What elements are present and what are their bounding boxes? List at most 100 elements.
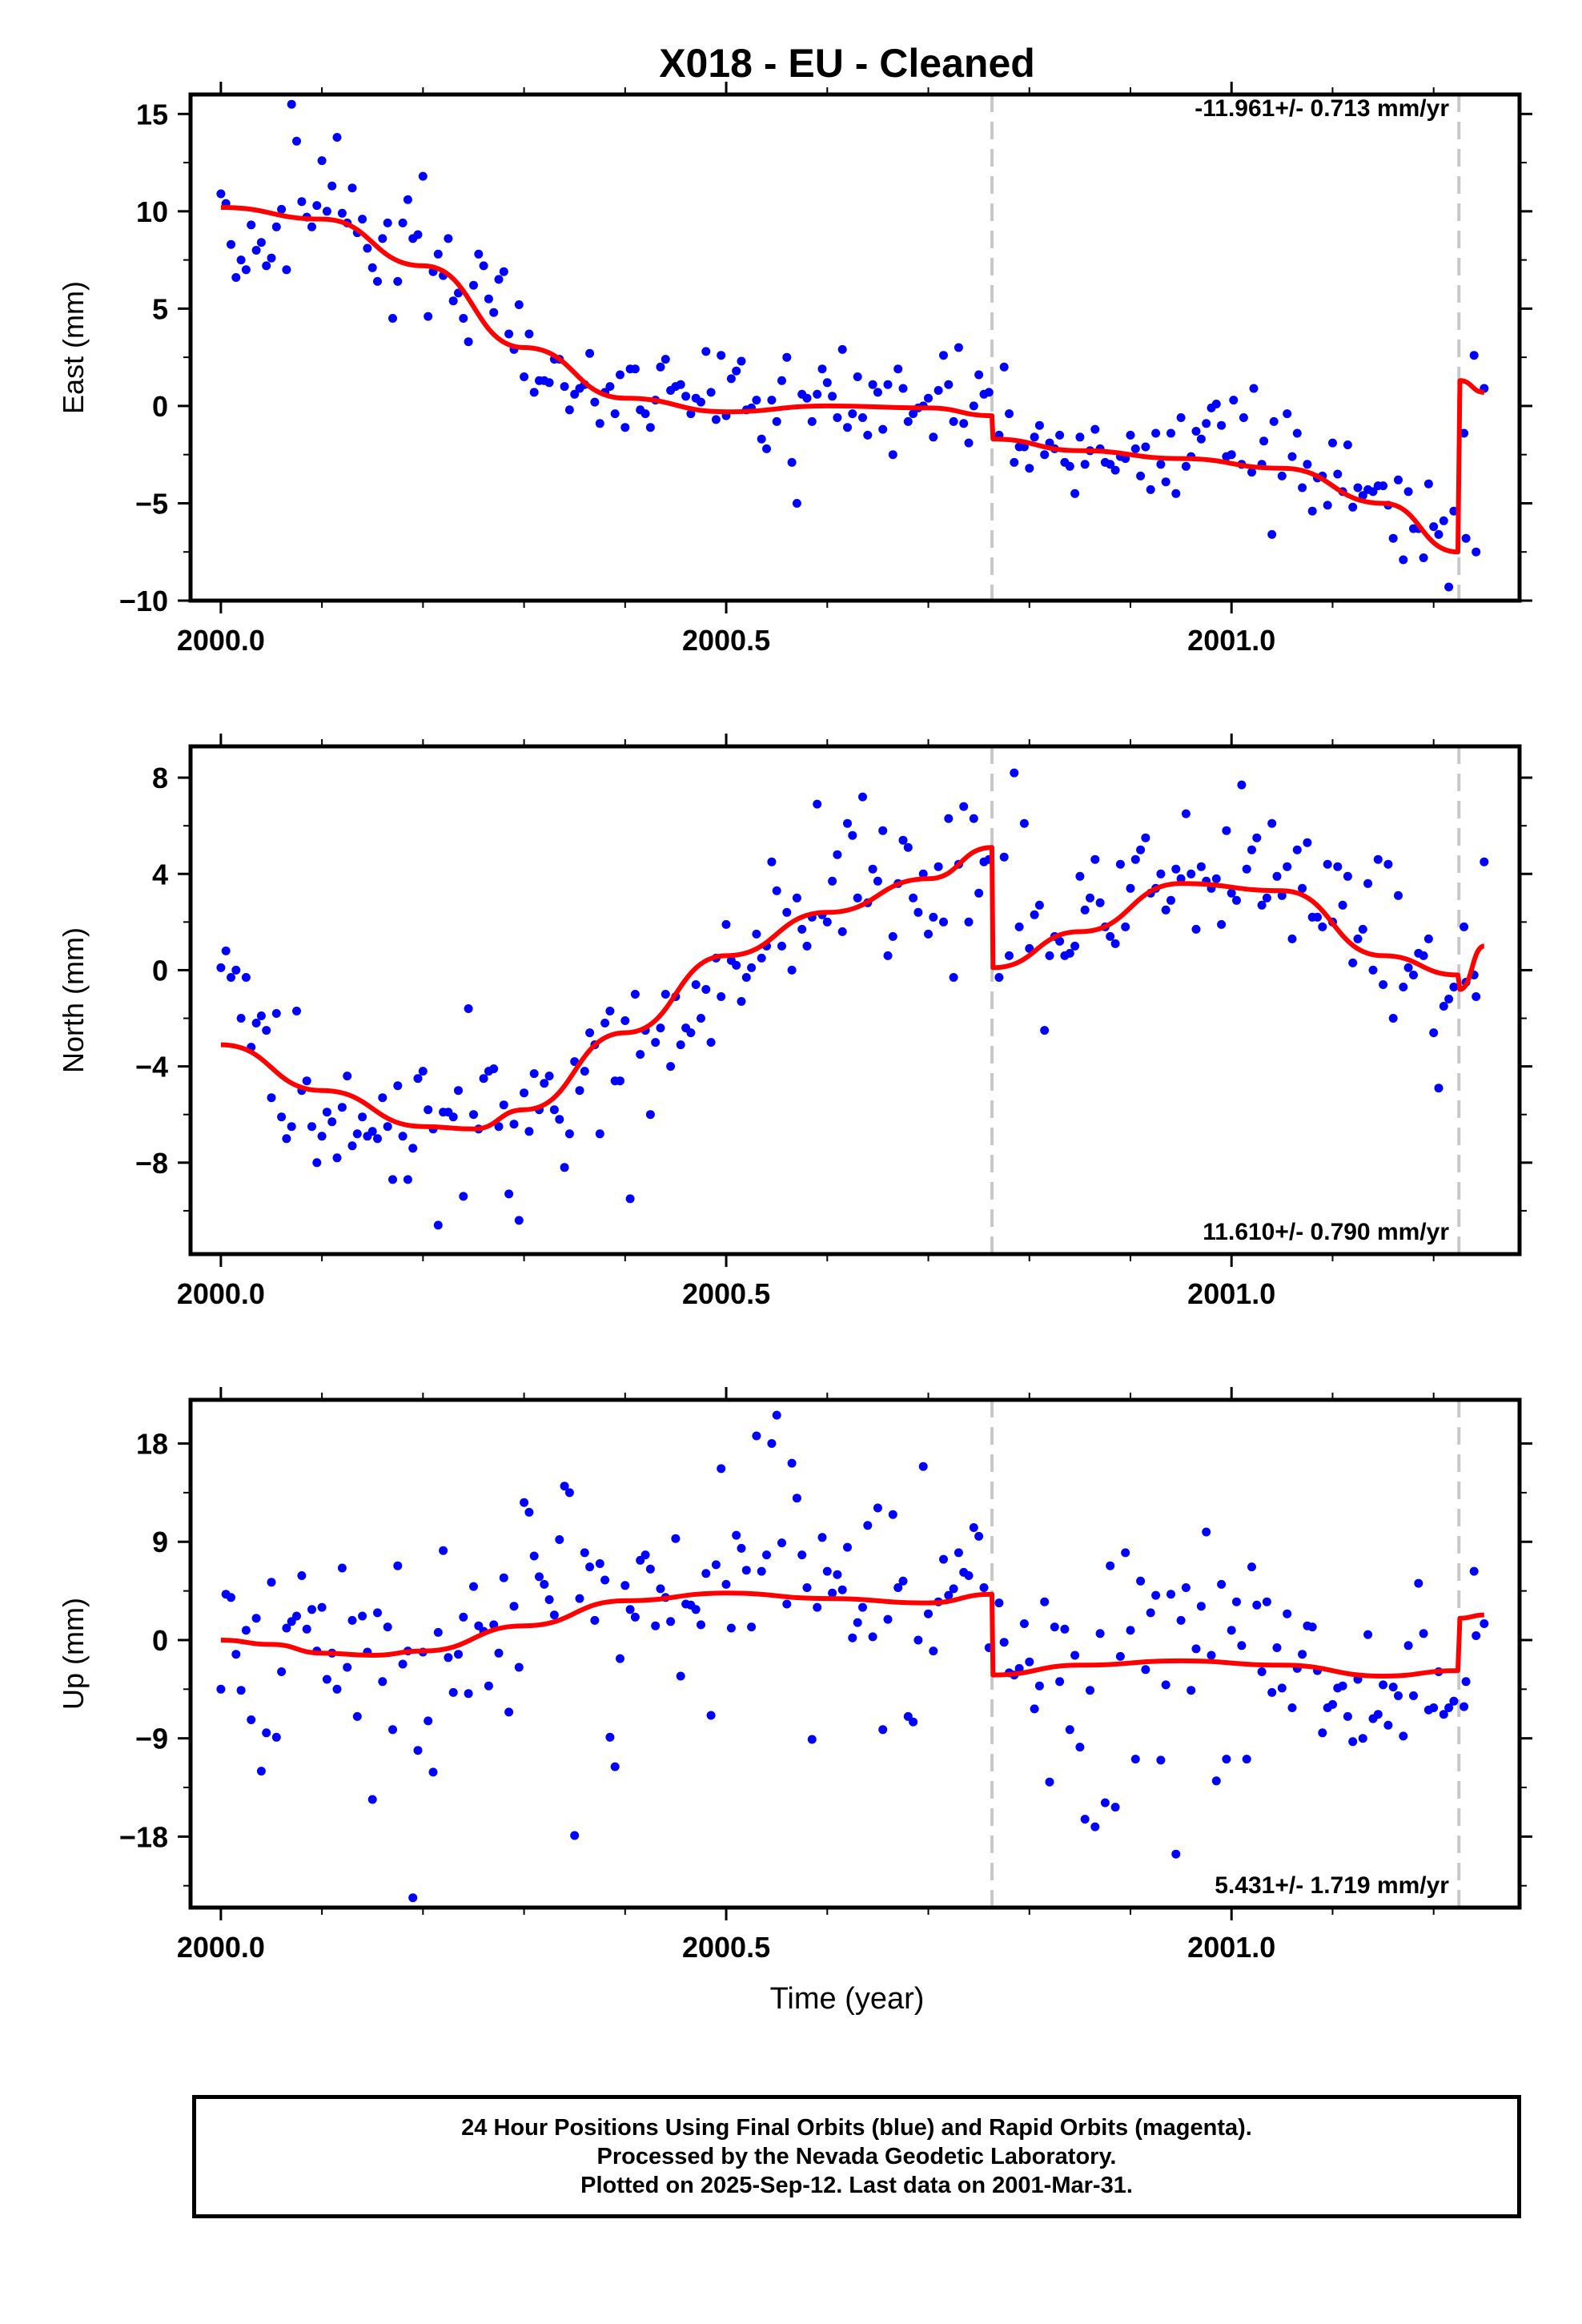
up-data-point xyxy=(843,1542,852,1552)
up-data-point xyxy=(898,1576,908,1586)
east-data-point xyxy=(595,419,604,428)
north-data-point xyxy=(949,973,958,982)
up-xtick-label: 2000.5 xyxy=(682,1931,770,1964)
east-ytick-label: −5 xyxy=(135,487,168,520)
north-ytick-label: −4 xyxy=(135,1051,168,1084)
up-data-point xyxy=(1100,1798,1110,1807)
up-data-point xyxy=(307,1605,316,1614)
up-data-point xyxy=(1065,1725,1074,1735)
east-data-point xyxy=(999,362,1009,372)
east-data-point xyxy=(413,230,423,239)
east-data-point xyxy=(706,388,716,397)
up-data-point xyxy=(1080,1815,1090,1824)
up-data-point xyxy=(292,1611,301,1621)
east-data-point xyxy=(267,253,276,263)
east-data-point xyxy=(1423,479,1433,489)
east-data-point xyxy=(701,347,711,356)
north-data-point xyxy=(1298,883,1307,893)
east-data-point xyxy=(1239,413,1248,422)
up-data-point xyxy=(1034,1681,1044,1691)
east-data-point xyxy=(1403,487,1413,497)
east-data-point xyxy=(605,382,615,392)
north-data-point xyxy=(888,931,897,941)
north-data-point xyxy=(549,1105,559,1115)
north-rate-annotation: 11.610+/- 0.790 mm/yr xyxy=(1203,1219,1449,1245)
north-data-point xyxy=(1388,1014,1398,1023)
north-data-point xyxy=(1303,838,1312,847)
north-data-point xyxy=(332,1153,342,1163)
east-data-point xyxy=(433,249,443,259)
north-data-point xyxy=(520,1088,529,1098)
east-data-point xyxy=(403,195,412,204)
north-data-point xyxy=(1348,958,1358,967)
east-data-point xyxy=(367,263,377,272)
east-data-point xyxy=(1277,471,1287,480)
north-ytick-label: −8 xyxy=(135,1147,168,1180)
up-data-point xyxy=(711,1560,721,1570)
east-panel: −10 −5 0 5 10 15 2000.0 2000.5 2001.0 East (mm) -1… xyxy=(57,82,1532,657)
north-data-point xyxy=(1429,1028,1439,1038)
north-data-point xyxy=(1040,1026,1050,1035)
north-data-point xyxy=(1472,992,1481,1001)
up-ytick-label: 18 xyxy=(136,1428,168,1461)
north-data-point xyxy=(999,852,1009,862)
up-data-point xyxy=(1419,1629,1428,1638)
east-data-point xyxy=(717,351,726,360)
east-data-point xyxy=(888,450,897,460)
up-data-point xyxy=(1156,1755,1166,1765)
east-data-point xyxy=(777,376,786,385)
east-data-point xyxy=(893,364,903,374)
north-data-point xyxy=(1262,893,1271,903)
up-y-axis-label: Up (mm) xyxy=(57,1598,90,1710)
east-data-point xyxy=(231,273,241,282)
up-data-point xyxy=(999,1638,1009,1647)
north-data-point xyxy=(651,1038,661,1047)
up-data-point xyxy=(949,1584,958,1594)
east-data-point xyxy=(479,261,488,271)
north-data-point xyxy=(595,1129,604,1139)
up-data-point xyxy=(358,1611,367,1621)
north-data-point xyxy=(878,826,888,835)
north-data-point xyxy=(287,1122,296,1132)
up-data-point xyxy=(1348,1737,1358,1747)
north-data-point xyxy=(1186,869,1196,879)
east-data-point xyxy=(358,215,367,224)
east-data-point xyxy=(645,423,655,432)
east-data-point xyxy=(1259,436,1269,446)
east-data-point xyxy=(772,416,781,426)
up-ytick-label: 0 xyxy=(152,1624,168,1657)
east-data-point xyxy=(347,183,357,193)
north-data-point xyxy=(656,1023,665,1033)
north-data-point xyxy=(924,929,933,939)
up-data-point xyxy=(595,1559,604,1568)
up-data-point xyxy=(939,1554,948,1564)
up-data-point xyxy=(676,1671,685,1681)
east-data-point xyxy=(1249,384,1259,393)
east-data-point xyxy=(661,355,670,364)
up-data-point xyxy=(959,1567,969,1577)
east-data-point xyxy=(383,218,392,227)
up-data-point xyxy=(1472,1631,1481,1640)
east-data-point xyxy=(625,364,635,374)
north-data-point xyxy=(398,1132,408,1141)
north-data-point xyxy=(575,1086,584,1096)
north-data-point xyxy=(1358,924,1367,934)
north-xtick-label: 2000.0 xyxy=(177,1277,265,1310)
up-data-point xyxy=(944,1590,954,1600)
north-data-point xyxy=(1086,893,1094,903)
up-data-point xyxy=(777,1538,786,1548)
north-data-point xyxy=(337,1103,347,1112)
north-data-point xyxy=(1136,845,1146,854)
up-data-point xyxy=(1394,1691,1403,1700)
north-data-point xyxy=(352,1129,362,1139)
up-data-point xyxy=(1040,1597,1050,1606)
up-data-point xyxy=(383,1622,392,1632)
north-data-point xyxy=(1403,963,1413,972)
north-data-point xyxy=(251,1019,261,1027)
east-data-point xyxy=(378,234,387,243)
north-data-point xyxy=(1196,862,1206,871)
east-data-point xyxy=(1323,501,1332,510)
north-data-point xyxy=(1090,854,1100,864)
up-data-point xyxy=(1252,1600,1262,1610)
up-data-point xyxy=(605,1732,615,1742)
